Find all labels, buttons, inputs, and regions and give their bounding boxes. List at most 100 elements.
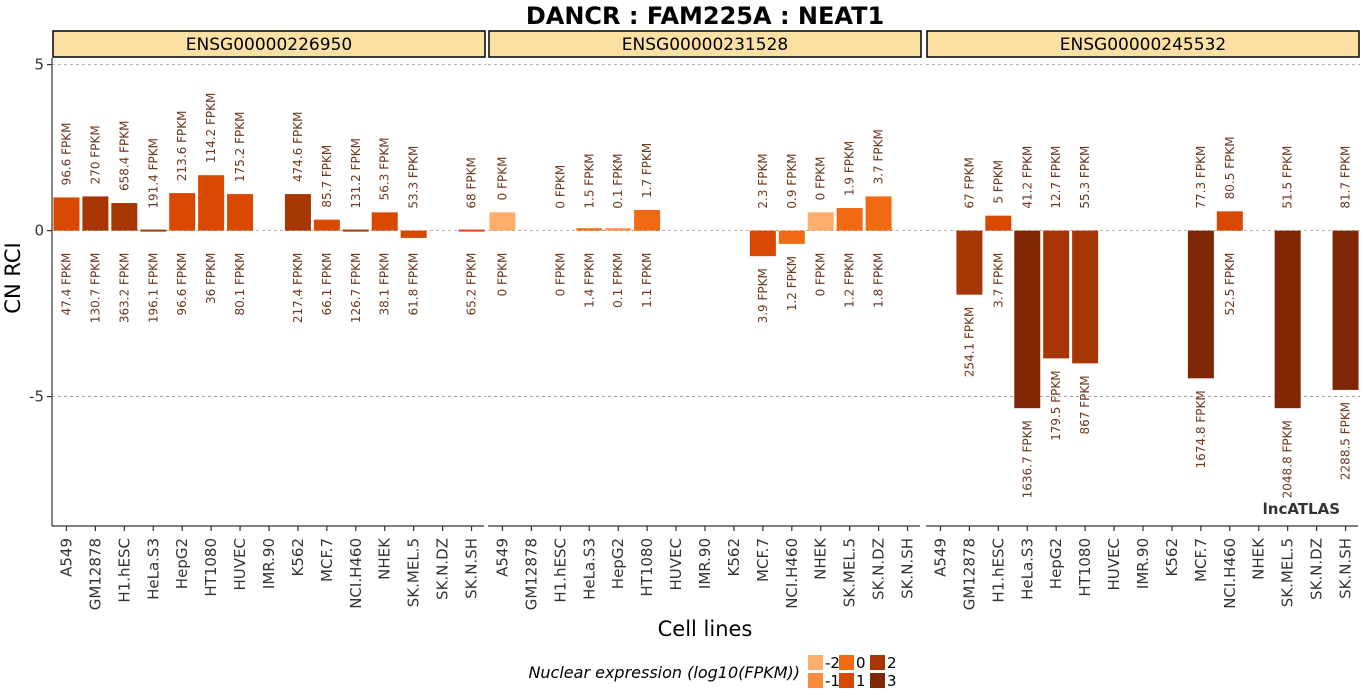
nucleus-fpkm-label: 36 FPKM <box>204 253 218 304</box>
x-tick-label: HepG2 <box>1047 538 1065 589</box>
cytoplasm-fpkm-label: 85.7 FPKM <box>320 145 334 208</box>
bar <box>400 230 427 238</box>
x-tick-label: A549 <box>493 538 511 577</box>
x-tick-label: HUVEC <box>1105 538 1123 590</box>
bar <box>140 229 167 232</box>
x-tick-label: HeLa.S3 <box>144 538 162 600</box>
cytoplasm-fpkm-label: 80.5 FPKM <box>1223 136 1237 199</box>
bar <box>1274 230 1301 409</box>
cytoplasm-fpkm-label: 0.9 FPKM <box>785 153 799 208</box>
x-axis-title: Cell lines <box>658 617 753 641</box>
bar <box>342 229 369 232</box>
panel: ENSG00000226950 A549 96.6 FPKM 47.4 FPKM GM1… <box>52 30 486 610</box>
x-tick-label: HepG2 <box>609 538 627 589</box>
x-tick-label: HT1080 <box>202 538 220 597</box>
nucleus-fpkm-label: 254.1 FPKM <box>962 307 976 378</box>
cytoplasm-fpkm-label: 0 FPKM <box>553 165 567 209</box>
y-axis-title: CN RCI <box>1 242 25 313</box>
legend-label: 0 <box>856 654 866 672</box>
bar <box>778 230 805 244</box>
bar <box>1014 230 1041 409</box>
cytoplasm-fpkm-label: 658.4 FPKM <box>117 121 131 192</box>
nucleus-fpkm-label: 47.4 FPKM <box>59 253 73 316</box>
nucleus-fpkm-label: 1636.7 FPKM <box>1020 420 1034 498</box>
cytoplasm-fpkm-label: 474.6 FPKM <box>291 112 305 183</box>
x-tick-label: A549 <box>931 538 949 577</box>
nucleus-fpkm-label: 38.1 FPKM <box>378 253 392 316</box>
legend-label: -2 <box>825 654 840 672</box>
nucleus-fpkm-label: 66.1 FPKM <box>320 253 334 316</box>
cytoplasm-fpkm-label: 213.6 FPKM <box>175 111 189 182</box>
nucleus-fpkm-label: 363.2 FPKM <box>117 253 131 324</box>
legend-swatch <box>808 673 823 688</box>
bar <box>489 212 516 231</box>
nucleus-fpkm-label: 1.8 FPKM <box>872 253 886 308</box>
bar <box>1216 211 1243 231</box>
cytoplasm-fpkm-label: 1.7 FPKM <box>640 143 654 198</box>
cytoplasm-fpkm-label: 51.5 FPKM <box>1281 146 1295 209</box>
y-tick-label: 5 <box>34 56 44 74</box>
x-tick-label: GM12878 <box>522 538 540 610</box>
panel: ENSG00000245532 A549 GM12878 67 FPKM 254.1 F… <box>926 30 1360 610</box>
panel-strip-label: ENSG00000231528 <box>622 35 788 55</box>
cytoplasm-fpkm-label: 175.2 FPKM <box>233 112 247 183</box>
x-tick-label: IMR.90 <box>696 538 714 589</box>
nucleus-fpkm-label: 65.2 FPKM <box>465 253 479 316</box>
nucleus-fpkm-label: 130.7 FPKM <box>88 253 102 324</box>
cytoplasm-fpkm-label: 55.3 FPKM <box>1078 146 1092 209</box>
x-tick-label: SK.N.SH <box>1337 538 1355 599</box>
nucleus-fpkm-label: 2048.8 FPKM <box>1281 420 1295 498</box>
x-tick-label: H1.hESC <box>989 538 1007 603</box>
cytoplasm-fpkm-label: 1.5 FPKM <box>582 153 596 208</box>
watermark: lncATLAS <box>1263 500 1340 518</box>
nucleus-fpkm-label: 867 FPKM <box>1078 375 1092 434</box>
x-tick-label: HeLa.S3 <box>580 538 598 600</box>
panels: ENSG00000226950 A549 96.6 FPKM 47.4 FPKM GM1… <box>52 30 1360 610</box>
x-tick-label: NCI.H460 <box>347 538 365 609</box>
cytoplasm-fpkm-label: 77.3 FPKM <box>1194 146 1208 209</box>
legend-title: Nuclear expression (log10(FPKM)) <box>528 663 800 682</box>
nucleus-fpkm-label: 61.8 FPKM <box>407 253 421 316</box>
cytoplasm-fpkm-label: 131.2 FPKM <box>349 138 363 209</box>
legend-swatch <box>839 673 854 688</box>
bar <box>284 194 311 231</box>
bar <box>576 228 603 231</box>
x-tick-label: NHEK <box>1250 537 1268 580</box>
x-tick-label: A549 <box>57 538 75 577</box>
x-tick-label: HeLa.S3 <box>1018 538 1036 600</box>
legend-label: 1 <box>856 672 866 690</box>
x-tick-label: NHEK <box>812 537 830 580</box>
legend-swatch <box>808 655 823 670</box>
legend: Nuclear expression (log10(FPKM)) -2-1 01 2… <box>528 654 896 690</box>
x-tick-label: SK.MEL.5 <box>405 538 423 607</box>
bar <box>865 196 892 231</box>
bar <box>198 175 225 231</box>
x-tick-label: IMR.90 <box>260 538 278 589</box>
nucleus-fpkm-label: 3.7 FPKM <box>991 253 1005 308</box>
cytoplasm-fpkm-label: 191.4 FPKM <box>146 138 160 209</box>
cytoplasm-fpkm-label: 12.7 FPKM <box>1049 146 1063 209</box>
bar <box>749 230 776 257</box>
nucleus-fpkm-label: 1.1 FPKM <box>640 253 654 308</box>
cytoplasm-fpkm-label: 68 FPKM <box>465 157 479 208</box>
x-tick-label: IMR.90 <box>1134 538 1152 589</box>
x-tick-label: K562 <box>1163 538 1181 576</box>
bar <box>111 203 138 231</box>
bar <box>634 210 661 231</box>
bar <box>371 212 398 231</box>
bar <box>458 229 485 232</box>
cytoplasm-fpkm-label: 41.2 FPKM <box>1020 146 1034 209</box>
panel-strip-label: ENSG00000245532 <box>1060 35 1226 55</box>
bar <box>985 215 1012 231</box>
cytoplasm-fpkm-label: 270 FPKM <box>88 125 102 184</box>
nucleus-fpkm-label: 0 FPKM <box>814 253 828 297</box>
bar <box>169 193 196 231</box>
x-tick-label: NHEK <box>376 537 394 580</box>
x-tick-label: GM12878 <box>86 538 104 610</box>
x-tick-label: HepG2 <box>173 538 191 589</box>
bar <box>1187 230 1214 379</box>
x-tick-label: SK.N.DZ <box>870 538 888 600</box>
bar <box>1072 230 1099 364</box>
x-tick-label: SK.N.SH <box>463 538 481 599</box>
